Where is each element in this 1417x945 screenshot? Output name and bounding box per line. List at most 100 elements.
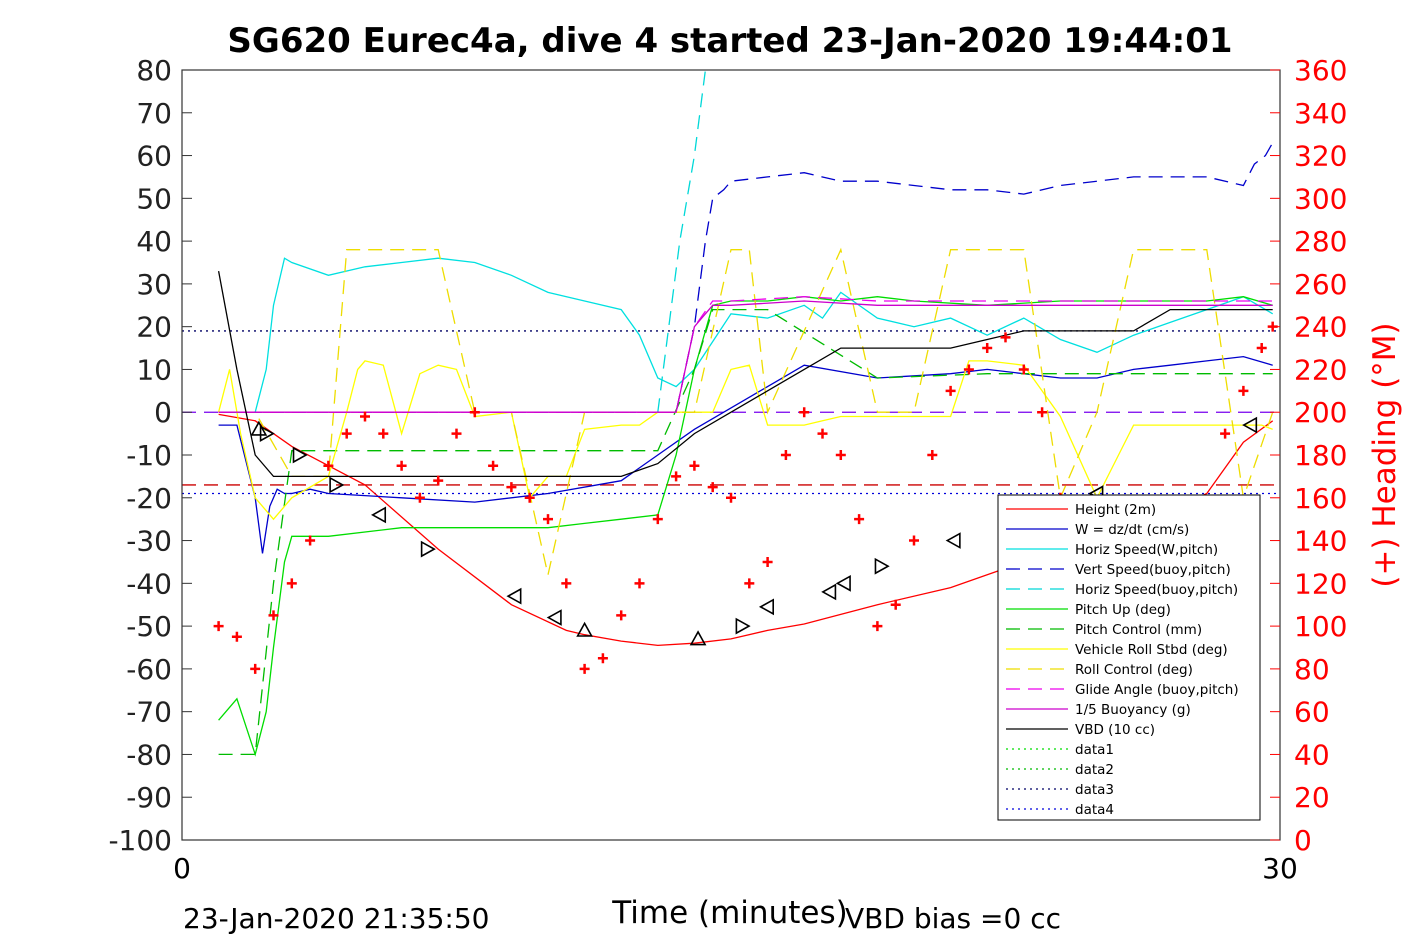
heading-point xyxy=(524,492,535,503)
event-marker xyxy=(576,621,593,637)
legend-label: Glide Angle (buoy,pitch) xyxy=(1075,682,1239,698)
heading-point xyxy=(780,450,791,460)
legend-label: W = dz/dt (cm/s) xyxy=(1075,522,1189,538)
event-marker xyxy=(821,583,837,601)
legend-label: Vehicle Roll Stbd (deg) xyxy=(1075,642,1228,658)
w-series-line xyxy=(218,355,1273,554)
pitch-series-line xyxy=(218,296,1273,757)
event-marker xyxy=(259,425,275,442)
event-marker xyxy=(735,617,751,635)
left-tick-label: -50 xyxy=(126,610,172,643)
right-tick-label: 360 xyxy=(1294,54,1347,87)
legend-label: data2 xyxy=(1075,762,1114,778)
event-marker xyxy=(945,532,961,549)
left-tick-label: 70 xyxy=(136,97,172,130)
legend-label: Horiz Speed(buoy,pitch) xyxy=(1075,582,1238,598)
right-tick-label: 180 xyxy=(1294,439,1347,472)
left-tick-label: 10 xyxy=(136,353,172,386)
event-marker xyxy=(689,630,707,646)
right-tick-label: 320 xyxy=(1294,140,1347,173)
heading-point xyxy=(1256,343,1267,354)
heading-point xyxy=(671,471,682,482)
right-tick-label: 140 xyxy=(1294,525,1347,558)
heading-point xyxy=(231,631,242,642)
right-tick-label: 120 xyxy=(1294,567,1347,600)
right-tick-label: 240 xyxy=(1294,311,1347,344)
footer-vbd-bias: VBD bias =0 cc xyxy=(845,902,1061,935)
heading-point xyxy=(963,364,974,375)
heading-point xyxy=(341,428,352,439)
right-axis: 3603403203002802602402202001801601401201… xyxy=(1270,54,1347,857)
event-marker xyxy=(292,446,308,464)
right-tick-label: 280 xyxy=(1294,225,1347,258)
heading-point xyxy=(799,407,810,418)
event-marker xyxy=(329,476,345,494)
heading-point xyxy=(872,621,883,632)
heading-point xyxy=(451,428,462,439)
event-marker xyxy=(250,420,268,436)
event-marker xyxy=(420,540,436,558)
roll-series-line xyxy=(217,360,1273,521)
legend-label: VBD (10 cc) xyxy=(1075,722,1155,738)
event-marker xyxy=(874,557,890,575)
right-tick-label: 40 xyxy=(1294,738,1330,771)
left-tick-label: -90 xyxy=(126,781,172,814)
x-axis-label: Time (minutes) xyxy=(611,895,847,931)
heading-point xyxy=(890,599,901,610)
right-tick-label: 80 xyxy=(1294,653,1330,686)
left-tick-label: -40 xyxy=(126,567,172,600)
vbd-series-line xyxy=(217,270,1273,478)
right-tick-label: 200 xyxy=(1294,396,1347,429)
heading-point xyxy=(268,610,279,621)
heading-point xyxy=(323,460,334,471)
heading-point xyxy=(543,514,553,525)
footer-timestamp: 23-Jan-2020 21:35:50 xyxy=(183,902,489,935)
event-marker xyxy=(758,598,774,616)
heading-point xyxy=(469,407,480,418)
heading-point xyxy=(396,460,407,471)
heading-point xyxy=(652,514,663,525)
event-marker xyxy=(835,574,851,592)
heading-point xyxy=(1238,385,1249,396)
legend-label: Height (2m) xyxy=(1075,502,1156,518)
heading-point xyxy=(909,535,919,546)
right-tick-label: 20 xyxy=(1294,781,1330,814)
heading-point xyxy=(305,535,316,546)
heading-point xyxy=(1220,428,1231,439)
left-tick-label: -20 xyxy=(126,482,172,515)
left-tick-label: 60 xyxy=(136,140,172,173)
heading-point xyxy=(634,578,645,589)
horiz_w-series-line xyxy=(218,257,1274,413)
event-marker xyxy=(1242,416,1258,434)
legend-label: data1 xyxy=(1075,742,1114,758)
left-tick-label: -60 xyxy=(126,653,172,686)
event-marker xyxy=(546,609,562,626)
x-tick-label-0: 0 xyxy=(173,852,191,885)
heading-point xyxy=(286,578,297,589)
right-tick-label: 300 xyxy=(1294,182,1347,215)
event-marker xyxy=(506,587,522,605)
heading-point xyxy=(360,411,370,422)
roll_ctl-series-line xyxy=(218,247,1274,575)
heading-point xyxy=(597,653,608,664)
legend-label: Pitch Up (deg) xyxy=(1075,602,1171,618)
legend-label: 1/5 Buoyancy (g) xyxy=(1075,702,1191,718)
legend-label: data3 xyxy=(1075,782,1114,798)
heading-point xyxy=(927,450,938,460)
legend-label: Horiz Speed(W,pitch) xyxy=(1075,542,1218,558)
heading-point xyxy=(689,460,700,471)
heading-point xyxy=(707,482,718,493)
vert_buoy-series-line xyxy=(657,142,1274,413)
heading-point xyxy=(945,385,956,396)
heading-point xyxy=(433,475,444,486)
left-tick-label: 0 xyxy=(154,396,172,429)
heading-point xyxy=(414,492,425,503)
left-tick-label: 40 xyxy=(136,225,172,258)
heading-point xyxy=(835,450,846,460)
heading-point xyxy=(488,460,499,471)
heading-point xyxy=(1000,332,1011,343)
right-tick-label: 260 xyxy=(1294,268,1347,301)
heading-point xyxy=(616,610,627,621)
heading-point xyxy=(579,663,590,674)
